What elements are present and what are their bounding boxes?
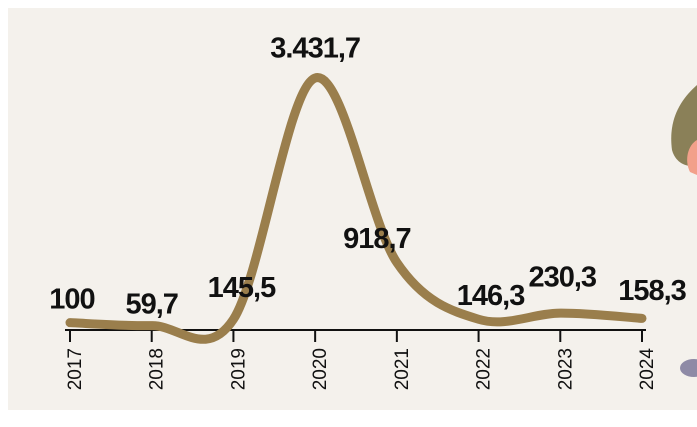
data-label: 918,7 [343,223,411,255]
x-tick-label: 2024 [637,348,658,391]
x-tick-label: 2021 [392,348,413,390]
x-tick-label: 2017 [65,348,86,390]
x-tick-label: 2018 [147,348,168,390]
page: 2017 2018 2019 2020 2021 2022 2023 2024 100 59,7 1… [0,0,697,427]
chart: 2017 2018 2019 2020 2021 2022 2023 2024 100 59,7 1… [0,0,697,427]
chart-background [8,8,697,410]
data-label: 100 [49,283,94,315]
x-tick-label: 2022 [474,348,495,390]
data-label: 59,7 [125,288,177,320]
x-tick-label: 2020 [310,348,331,390]
data-label: 230,3 [528,262,596,294]
x-tick-label: 2019 [228,348,249,390]
x-tick-label: 2023 [555,348,576,390]
data-label: 145,5 [208,272,276,304]
data-label: 158,3 [618,275,686,307]
data-label: 3.431,7 [270,33,360,65]
data-label: 146,3 [457,280,525,312]
